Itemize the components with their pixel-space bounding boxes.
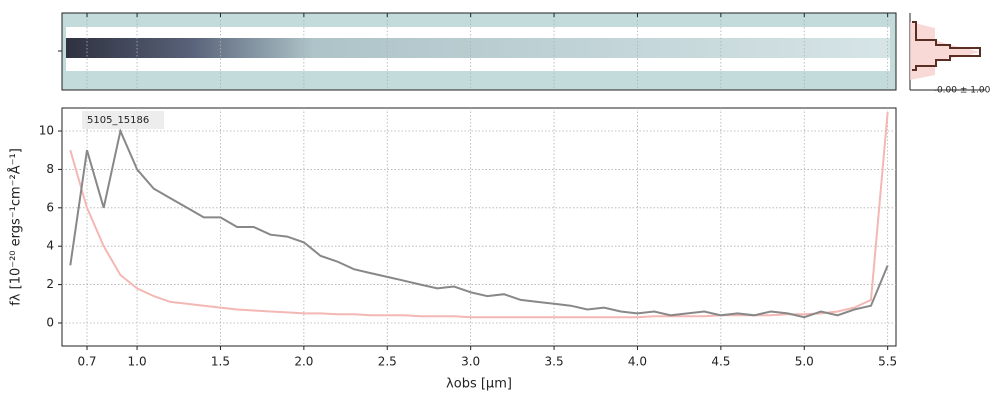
y-axis-label: fλ [10⁻²⁰ ergs⁻¹cm⁻²Å⁻¹] xyxy=(8,148,24,306)
x-tick-label: 2.0 xyxy=(294,355,313,369)
noise-histogram: -0.00 ± 1.00 xyxy=(909,13,991,96)
x-tick-label: 4.5 xyxy=(711,355,730,369)
x-tick-label: 2.5 xyxy=(378,355,397,369)
spectrum-2d xyxy=(58,12,897,91)
x-axis-label: λobs [μm] xyxy=(446,377,512,392)
x-tick-label: 3.5 xyxy=(545,355,564,369)
y-tick-label: 6 xyxy=(46,200,54,214)
x-tick-label: 5.5 xyxy=(878,355,897,369)
noise-label: -0.00 ± 1.00 xyxy=(934,86,991,96)
y-tick-label: 8 xyxy=(46,162,54,176)
label-box xyxy=(82,111,164,129)
object-label: 5105_15186 xyxy=(87,115,149,126)
y-tick-label: 10 xyxy=(39,124,54,138)
y-tick-label: 4 xyxy=(46,239,54,253)
x-tick-label: 4.0 xyxy=(628,355,647,369)
x-tick-label: 1.5 xyxy=(211,355,230,369)
y-tick-label: 2 xyxy=(46,277,54,291)
spectrum-line xyxy=(69,127,889,319)
plot-frame xyxy=(61,107,897,347)
x-tick-label: 1.0 xyxy=(128,355,147,369)
spectrum-line xyxy=(69,111,889,319)
x-tick-label: 5.0 xyxy=(795,355,814,369)
y-tick-label: 0 xyxy=(46,315,54,329)
x-tick-label: 0.7 xyxy=(77,355,96,369)
x-tick-label: 3.0 xyxy=(461,355,480,369)
